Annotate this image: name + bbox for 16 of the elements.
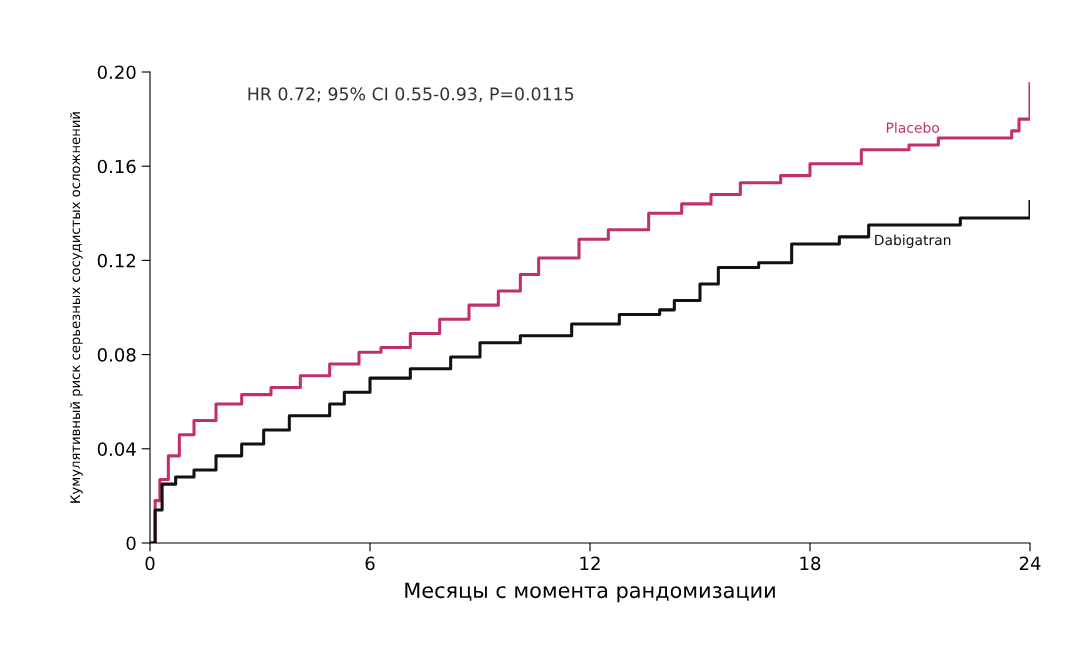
series-label: Dabigatran — [875, 234, 951, 248]
x-tick-label: 0 — [145, 556, 155, 571]
y-tick-label: 0.16 — [97, 159, 136, 174]
series-label: Placebo — [886, 122, 940, 133]
y-tick-label: 0.20 — [97, 65, 136, 80]
x-axis-title: Месяцы с момента рандомизации — [405, 582, 775, 603]
y-tick-label: 0.12 — [97, 253, 135, 268]
y-axis-title: Кумулятивный риск серьезных сосудистых осложнений — [70, 112, 83, 503]
y-tick-label: 0.04 — [97, 442, 136, 456]
x-tick-label: 24 — [1019, 556, 1041, 570]
y-tick-label: 0 — [126, 536, 136, 551]
x-tick-label: 12 — [580, 556, 600, 570]
annotation: HR 0.72; 95% CI 0.55-0.93, P=0.0115 — [248, 87, 574, 103]
x-tick-label: 18 — [800, 556, 821, 571]
x-tick-label: 6 — [365, 556, 375, 571]
y-tick-label: 0.08 — [97, 348, 136, 362]
